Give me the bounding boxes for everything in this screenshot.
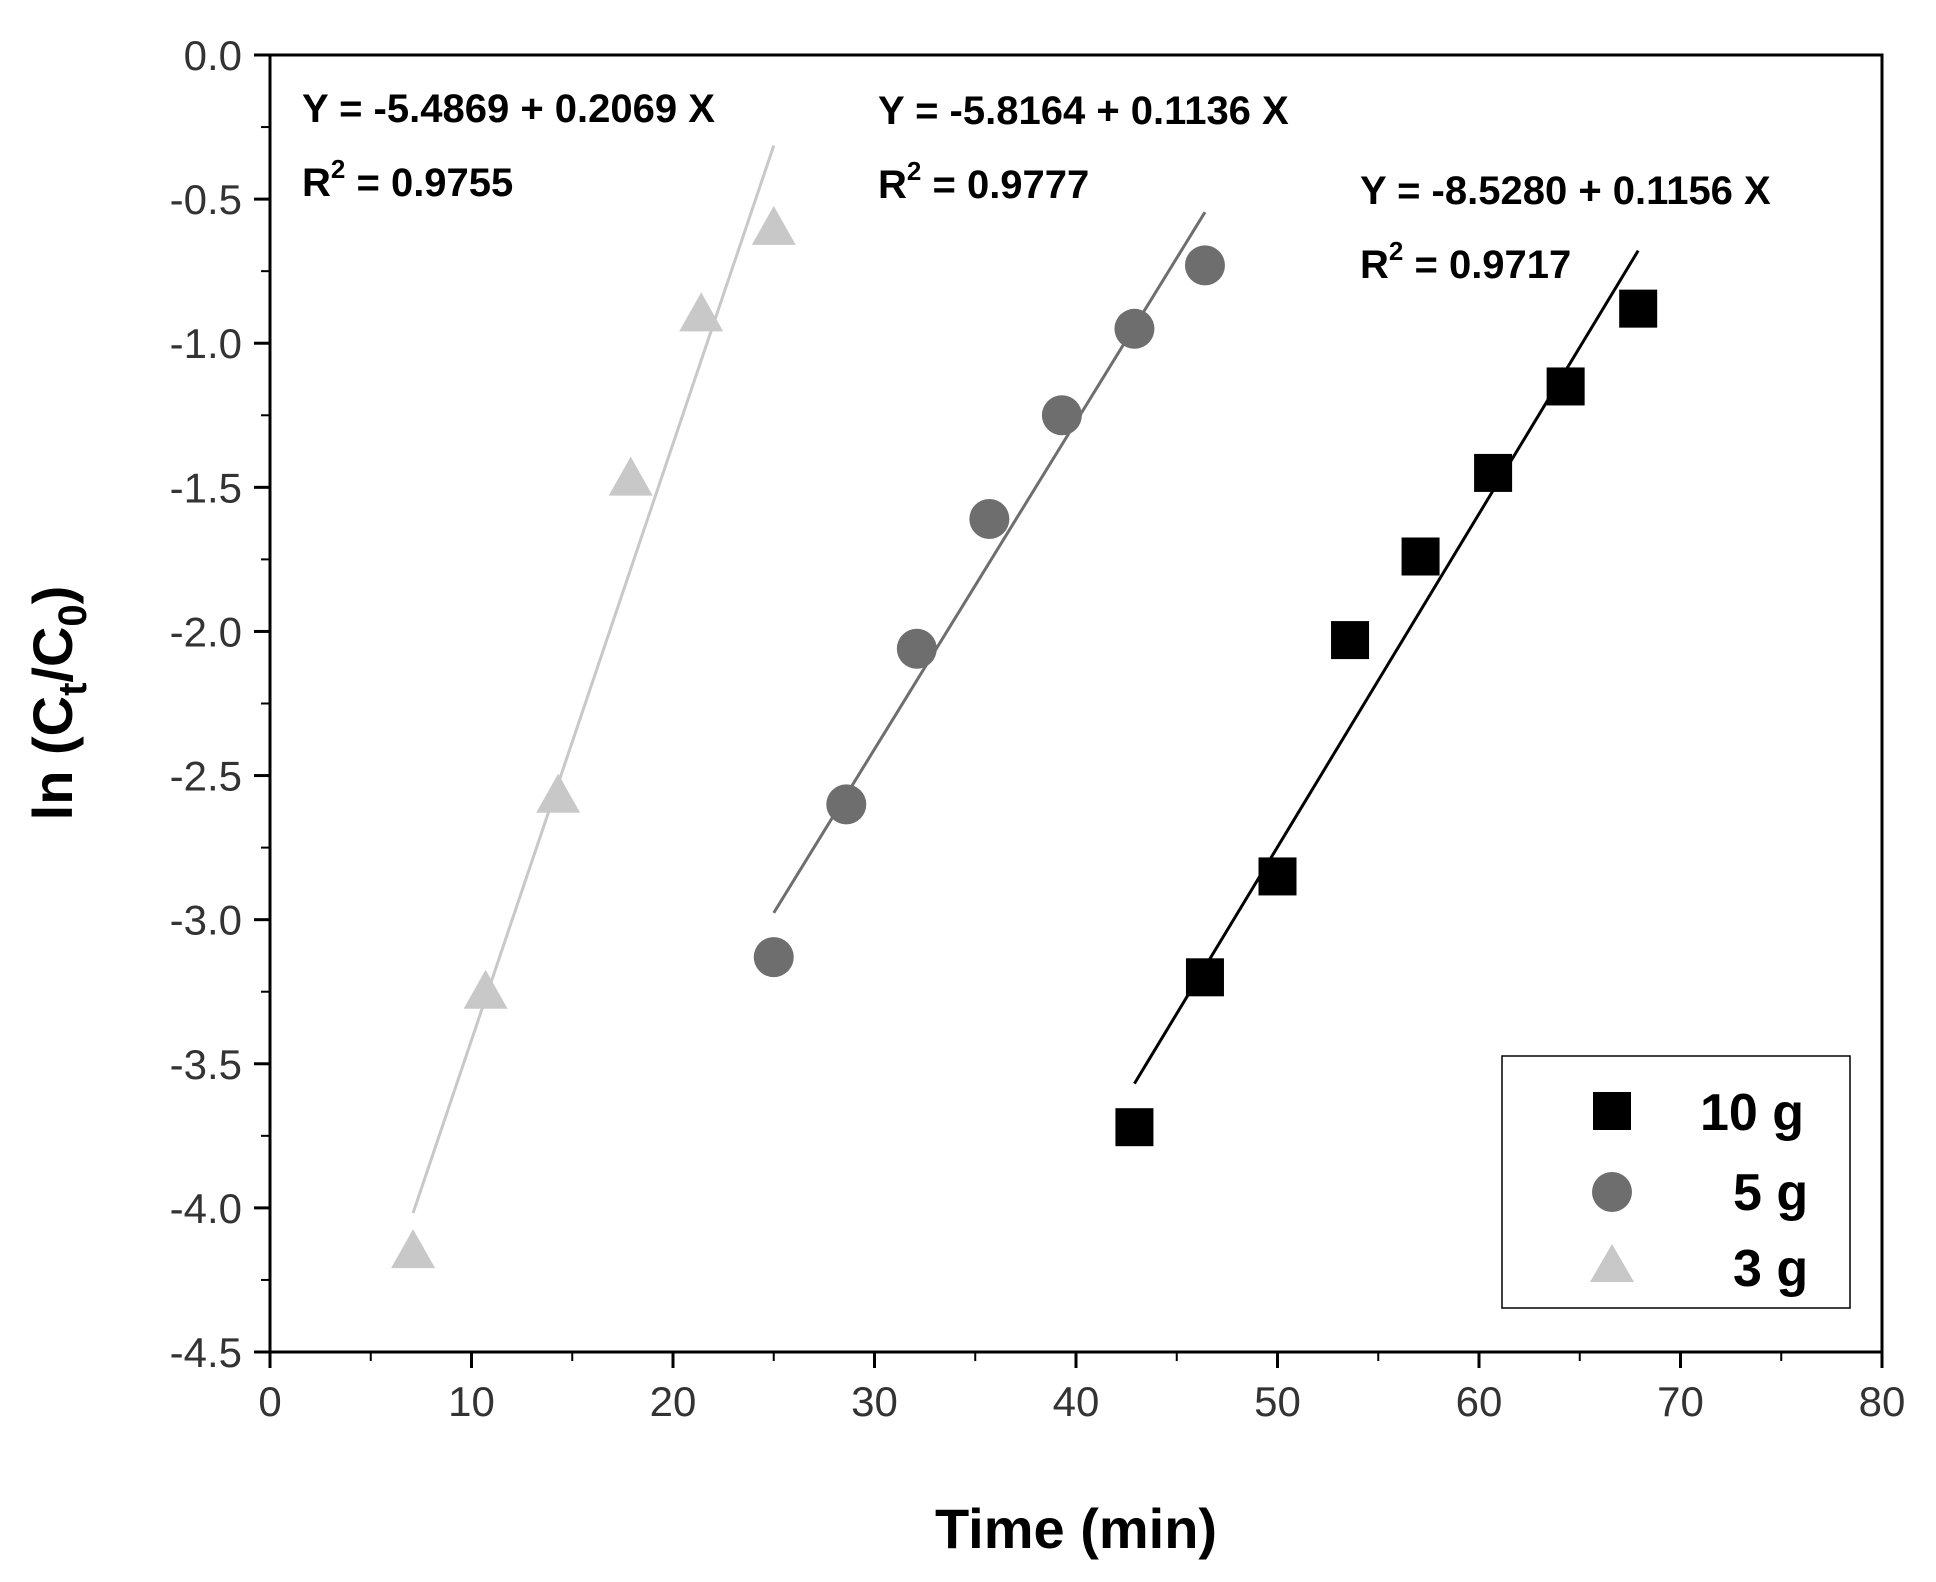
x-tick-label: 50 bbox=[1254, 1378, 1301, 1425]
point-3g bbox=[608, 456, 653, 496]
fit-lines bbox=[411, 145, 1640, 1214]
point-3g bbox=[463, 969, 508, 1009]
y-tick-label: -3.0 bbox=[170, 897, 242, 944]
point-10g bbox=[1619, 289, 1658, 328]
point-10g bbox=[1474, 453, 1513, 492]
point-3g bbox=[679, 292, 724, 332]
y-tick-label: -2.5 bbox=[170, 753, 242, 800]
legend-label-3g: 3 g bbox=[1733, 1240, 1808, 1298]
x-tick-label: 60 bbox=[1456, 1378, 1503, 1425]
y-tick-label: -1.5 bbox=[170, 464, 242, 511]
x-tick-label: 10 bbox=[448, 1378, 495, 1425]
legend-marker-10g bbox=[1593, 1092, 1631, 1130]
y-axis-title: ln (Ct/C0) bbox=[21, 586, 95, 821]
point-10g bbox=[1331, 621, 1370, 660]
x-tick-label: 40 bbox=[1053, 1378, 1100, 1425]
equation-10g: Y = -8.5280 + 0.1156 X R2 = 0.9717 bbox=[1360, 169, 1771, 287]
y-tick-label: 0.0 bbox=[184, 32, 242, 79]
legend-label-10g: 10 g bbox=[1700, 1084, 1804, 1142]
legend-label-5g: 5 g bbox=[1733, 1164, 1808, 1222]
x-tick-label: 80 bbox=[1859, 1378, 1906, 1425]
y-tick-label: -3.5 bbox=[170, 1041, 242, 1088]
equation-3g-line: Y = -5.4869 + 0.2069 X bbox=[302, 87, 715, 131]
point-5g bbox=[969, 499, 1010, 540]
point-10g bbox=[1546, 367, 1585, 406]
x-tick-label: 30 bbox=[851, 1378, 898, 1425]
point-5g bbox=[826, 784, 867, 825]
point-10g bbox=[1401, 537, 1440, 576]
equation-3g-r2: R2 = 0.9755 bbox=[302, 154, 513, 205]
equation-3g: Y = -5.4869 + 0.2069 X R2 = 0.9755 bbox=[302, 87, 715, 205]
equation-5g: Y = -5.8164 + 0.1136 X R2 = 0.9777 bbox=[878, 89, 1289, 207]
equation-10g-r2: R2 = 0.9717 bbox=[1360, 236, 1571, 287]
legend-box bbox=[1501, 1055, 1851, 1309]
point-10g bbox=[1185, 958, 1224, 997]
equation-5g-r2: R2 = 0.9777 bbox=[878, 156, 1089, 207]
point-3g bbox=[391, 1229, 436, 1269]
fit-line-3g bbox=[411, 145, 776, 1214]
point-5g bbox=[1041, 395, 1082, 436]
equation-5g-line: Y = -5.8164 + 0.1136 X bbox=[878, 89, 1289, 133]
x-tick-label: 20 bbox=[650, 1378, 697, 1425]
point-5g bbox=[1114, 308, 1155, 349]
y-tick-label: -2.0 bbox=[170, 608, 242, 655]
y-tick-label: -1.0 bbox=[170, 320, 242, 367]
equation-10g-line: Y = -8.5280 + 0.1156 X bbox=[1360, 169, 1771, 213]
point-10g bbox=[1115, 1108, 1154, 1147]
data-points bbox=[391, 205, 1658, 1269]
x-tick-label: 70 bbox=[1657, 1378, 1704, 1425]
tick-labels: 0 10 20 30 40 50 60 70 80 0.0 -0.5 -1.0 -1.5 -2.0 -2.5… bbox=[170, 32, 1906, 1425]
legend-marker-3g bbox=[1590, 1244, 1634, 1282]
point-5g bbox=[1184, 245, 1225, 286]
point-10g bbox=[1258, 857, 1297, 896]
x-tick-label: 0 bbox=[258, 1378, 281, 1425]
legend: 10 g 5 g 3 g bbox=[1501, 1055, 1851, 1309]
x-axis-title: Time (min) bbox=[935, 1497, 1217, 1560]
point-5g bbox=[753, 937, 794, 978]
point-3g bbox=[751, 205, 796, 245]
legend-marker-5g bbox=[1592, 1172, 1632, 1212]
point-3g bbox=[536, 773, 581, 813]
y-tick-label: -4.0 bbox=[170, 1185, 242, 1232]
y-tick-label: -0.5 bbox=[170, 176, 242, 223]
point-5g bbox=[896, 628, 937, 669]
plot-frame bbox=[268, 53, 1884, 1354]
y-tick-label: -4.5 bbox=[170, 1329, 242, 1376]
